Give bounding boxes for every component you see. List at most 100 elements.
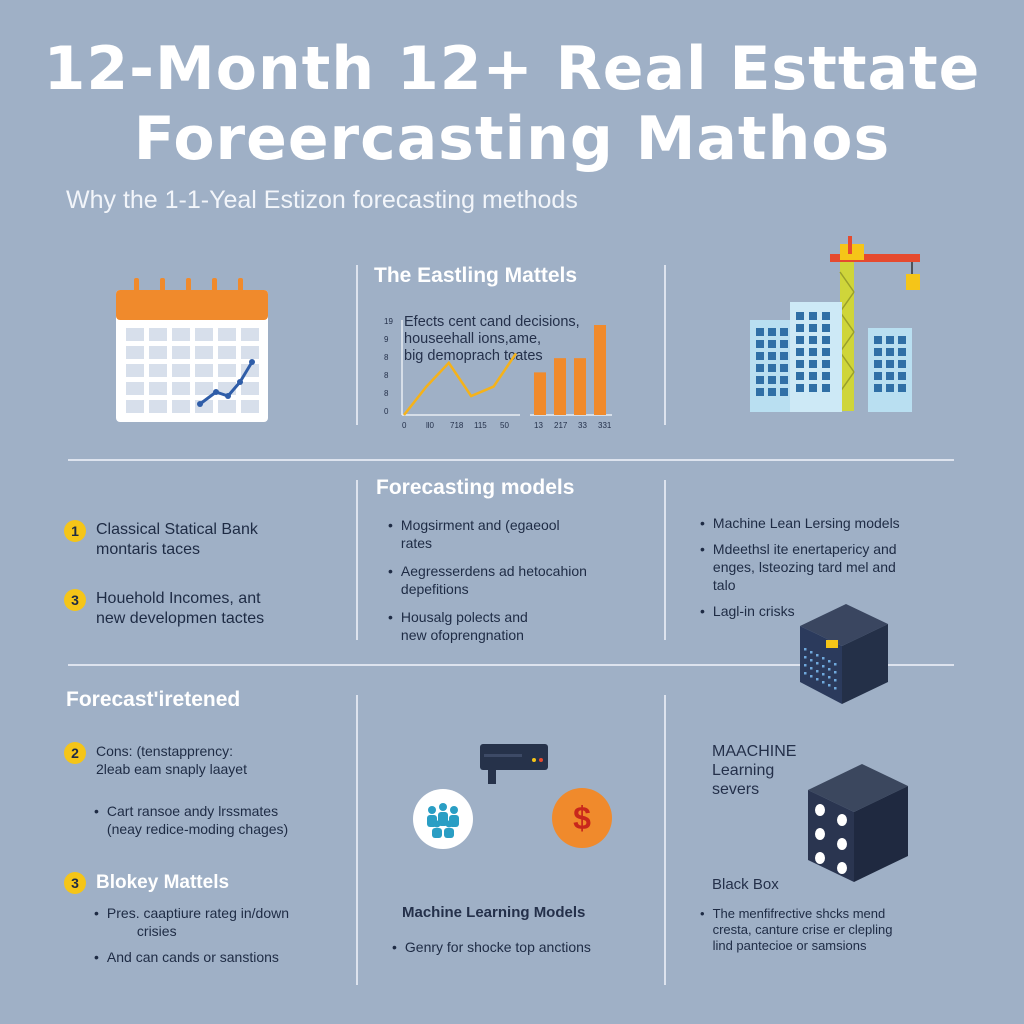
y-tick-label: 8: [384, 353, 389, 362]
item-line: Mogsirment and (egaeool: [400, 517, 560, 533]
building-window: [768, 328, 776, 336]
bullet-icon: •: [388, 517, 393, 533]
item-line: enges, lsteozing tard mel and: [712, 559, 896, 575]
x-tick-label: 718: [450, 421, 464, 430]
page-title-line-2: Foreercasting Mathos: [133, 104, 891, 174]
building-window: [886, 360, 894, 368]
server-led: [834, 671, 837, 674]
building-window: [796, 360, 804, 368]
chart-annotation-line-3: big demoprach tcates: [404, 348, 543, 364]
building-window: [756, 388, 764, 396]
ml-servers-title: MAACHINE Learning severs: [712, 742, 796, 799]
item-line: Lagl-in crisks: [712, 603, 795, 619]
item-line: talo: [712, 577, 736, 593]
server-led: [804, 664, 807, 667]
y-tick-label: 0: [384, 407, 389, 416]
bar: [594, 325, 606, 415]
bar: [554, 358, 566, 415]
calendar-cell: [241, 382, 259, 395]
y-tick-label: 8: [384, 371, 389, 380]
list-item: • Aegresserdens ad hetocahion depefitions: [388, 562, 658, 598]
calendar-cell: [218, 346, 236, 359]
divider-top-left: [356, 265, 358, 425]
item-line: Cart ransoe andy lrssmates: [106, 803, 279, 819]
numbered-item-2: 2 Cons: (tenstapprency: 2leab eam snaply…: [64, 742, 344, 778]
calendar-cell: [218, 400, 236, 413]
calendar-cell: [195, 382, 213, 395]
server-led: [816, 654, 819, 657]
divider-horizontal-2: [68, 664, 954, 666]
list-item: • And can cands or sanstions: [94, 948, 344, 966]
list-item: • Lagl-in crisks: [700, 602, 940, 620]
list-item: • Mdeethsl ite enertapericy and enges, l…: [700, 540, 940, 594]
server-led: [816, 678, 819, 681]
server-led: [834, 679, 837, 682]
building-window: [780, 364, 788, 372]
server-led: [816, 670, 819, 673]
black-box-label: Black Box: [712, 876, 779, 893]
blokey-block: 3 Blokey Mattels • Pres. caaptiure rateg…: [64, 872, 344, 966]
title-line: severs: [712, 781, 760, 798]
bullet-icon: •: [700, 541, 705, 557]
building-window: [822, 348, 830, 356]
item-line: Pres. caaptiure rateg in/down: [106, 905, 290, 921]
calendar-cell: [241, 346, 259, 359]
building-window: [886, 384, 894, 392]
x-tick-label: 331: [598, 421, 612, 430]
number-badge: 1: [64, 520, 86, 542]
building-window: [809, 312, 817, 320]
calendar-cell: [149, 400, 167, 413]
building-window: [886, 336, 894, 344]
calendar-cell: [241, 328, 259, 341]
calendar-cell: [241, 400, 259, 413]
bullet-icon: •: [94, 905, 99, 921]
server-led: [828, 660, 831, 663]
building-window: [796, 312, 804, 320]
building-window: [886, 348, 894, 356]
building-window: [768, 352, 776, 360]
x-tick-label: 33: [578, 421, 587, 430]
calendar-cell: [172, 400, 190, 413]
building-window: [780, 340, 788, 348]
calendar-cell: [126, 400, 144, 413]
item-line: (neay redice-moding chages): [106, 821, 289, 837]
calendar-cell: [172, 364, 190, 377]
building-window: [809, 372, 817, 380]
building-window: [874, 372, 882, 380]
building-window: [874, 336, 882, 344]
chart-annotation-line-1: Efects cent cand decisions,: [404, 314, 580, 330]
page-subtitle: Why the 1-1-Yeal Estizon forecasting met…: [66, 186, 578, 214]
building-window: [796, 324, 804, 332]
list-item: • The menfifrective shcks mend cresta, c…: [700, 906, 950, 954]
server-led: [810, 667, 813, 670]
calendar-cell: [126, 382, 144, 395]
item-line: The menfifrective shcks mend: [712, 906, 886, 921]
server-led: [810, 659, 813, 662]
building-window: [809, 348, 817, 356]
line-series: [403, 352, 518, 416]
calendar-cell: [195, 364, 213, 377]
calendar-cell: [149, 346, 167, 359]
numbered-item-1: 1 Classical Statical Bank montaris taces: [64, 520, 344, 560]
network-people-icon: [413, 789, 473, 849]
x-tick-label: 0: [402, 421, 407, 430]
server-led: [816, 662, 819, 665]
calendar-cell: [195, 346, 213, 359]
y-tick-label: 9: [384, 335, 389, 344]
divider-bottom-right: [664, 695, 666, 985]
calendar-cell: [172, 382, 190, 395]
server-led: [822, 673, 825, 676]
bullet-icon: •: [388, 563, 393, 579]
building-window: [756, 352, 764, 360]
number-badge: 3: [64, 872, 86, 894]
server-led: [822, 657, 825, 660]
server-cube-icon: [800, 604, 888, 704]
building-window: [874, 348, 882, 356]
x-tick-label: ll0: [426, 421, 435, 430]
building-window: [780, 352, 788, 360]
y-tick-label: 8: [384, 389, 389, 398]
building-window: [768, 364, 776, 372]
x-tick-label: 217: [554, 421, 568, 430]
bullet-icon: •: [388, 609, 393, 625]
building-window: [768, 388, 776, 396]
